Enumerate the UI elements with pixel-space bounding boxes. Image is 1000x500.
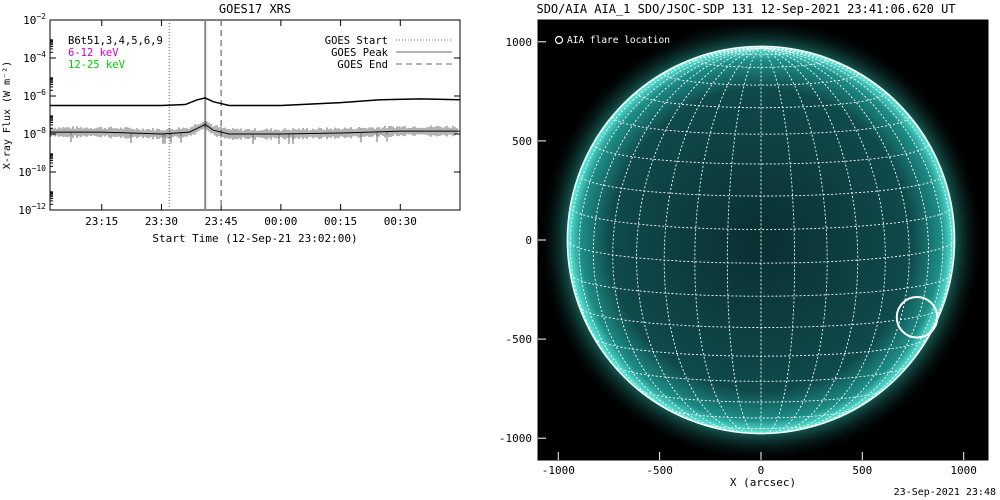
y-tick-label: 10−2 xyxy=(23,12,46,27)
aia-axis-ticks: -1000 -500 0 500 1000 1000 500 0 -500 -1000 xyxy=(499,36,977,477)
marker-legend-label: GOES End xyxy=(337,59,388,71)
x-tick-label: -1000 xyxy=(542,464,575,477)
goes-series xyxy=(50,97,461,144)
generated-timestamp: 23-Sep-2021 23:48 xyxy=(893,487,996,498)
longitude-line xyxy=(612,47,762,432)
longitude-line xyxy=(694,47,762,434)
latitude-line xyxy=(667,408,855,419)
latitude-line xyxy=(637,389,885,403)
y-tick-label: 10−12 xyxy=(18,202,46,217)
y-tick-label: -500 xyxy=(506,333,533,346)
longitude-line xyxy=(760,47,953,399)
y-tick-label: 10−6 xyxy=(23,88,46,103)
longitude-line xyxy=(569,47,762,399)
x-tick-label: 23:45 xyxy=(205,215,238,228)
x-tick-label: 00:00 xyxy=(264,215,297,228)
longitude-line xyxy=(592,47,762,430)
y-tick-label: 0 xyxy=(525,234,532,247)
longitude-line xyxy=(760,47,910,432)
y-tick-label: 10−8 xyxy=(23,126,46,141)
longitude-line xyxy=(636,47,762,434)
aia-chart-title: SDO/AIA AIA_1 SDO/JSOC-SDP 131 12-Sep-20… xyxy=(536,2,955,16)
longitude-line xyxy=(726,47,762,434)
longitude-line xyxy=(760,47,944,423)
flare-legend-label: AIA flare location xyxy=(567,35,670,46)
longitude-line xyxy=(760,47,828,434)
x-tick-label: 23:15 xyxy=(85,215,118,228)
latitude-line xyxy=(592,143,930,165)
goes-event-markers xyxy=(168,20,222,210)
legend-entry: B6t51,3,4,5,6,9 xyxy=(68,35,163,47)
x-tick-label: 0 xyxy=(758,464,765,477)
flare-location-marker xyxy=(895,296,939,339)
latitude-line xyxy=(694,59,828,68)
latitude-line xyxy=(699,422,823,429)
legend-entry: 6-12 keV xyxy=(68,47,119,59)
legend-entry: 12-25 keV xyxy=(68,59,126,71)
aia-x-axis-label: X (arcsec) xyxy=(730,476,796,489)
longitude-line xyxy=(760,47,859,434)
latitude-line xyxy=(569,206,953,230)
x-tick-label: 00:15 xyxy=(324,215,357,228)
goes-xrs-chart: GOES17 XRS 23:15 23:30 23:45 00:00 00:15 00:3… xyxy=(2,2,461,245)
heliographic-grid xyxy=(567,47,955,434)
x-tick-label: 500 xyxy=(852,464,872,477)
marker-legend-label: GOES Start xyxy=(325,35,388,47)
longitude-line xyxy=(567,47,762,241)
y-tick-label: -1000 xyxy=(499,432,532,445)
latitude-line xyxy=(612,116,910,135)
goes-x-axis-label: Start Time (12-Sep-21 23:02:00) xyxy=(152,232,357,245)
longitude-line xyxy=(760,47,930,430)
y-tick-label: 10−10 xyxy=(18,164,46,179)
x-tick-label: -500 xyxy=(646,464,673,477)
y-tick-label: 10−4 xyxy=(23,50,46,65)
y-tick-label: 1000 xyxy=(506,36,533,49)
flare-legend-icon xyxy=(554,35,564,45)
goes-chart-title: GOES17 XRS xyxy=(219,2,291,16)
longitude-line xyxy=(760,47,796,434)
x-tick-label: 23:30 xyxy=(145,215,178,228)
x-tick-label: 00:30 xyxy=(384,215,417,228)
longitude-line xyxy=(663,47,762,434)
y-tick-label: 500 xyxy=(512,135,532,148)
longitude-line xyxy=(760,47,955,241)
goes-plot-frame xyxy=(49,19,461,211)
longitude-line xyxy=(760,47,886,434)
goes-y-axis-label: X-ray Flux (W m⁻²) xyxy=(2,61,13,169)
x-tick-label: 1000 xyxy=(950,464,977,477)
solar-limb-outline xyxy=(566,45,956,435)
longitude-line xyxy=(578,47,762,423)
flux-series-line xyxy=(50,97,461,107)
marker-legend-label: GOES Peak xyxy=(331,47,389,59)
aia-image-chart: SDO/AIA AIA_1 SDO/JSOC-SDP 131 12-Sep-20… xyxy=(499,2,989,489)
